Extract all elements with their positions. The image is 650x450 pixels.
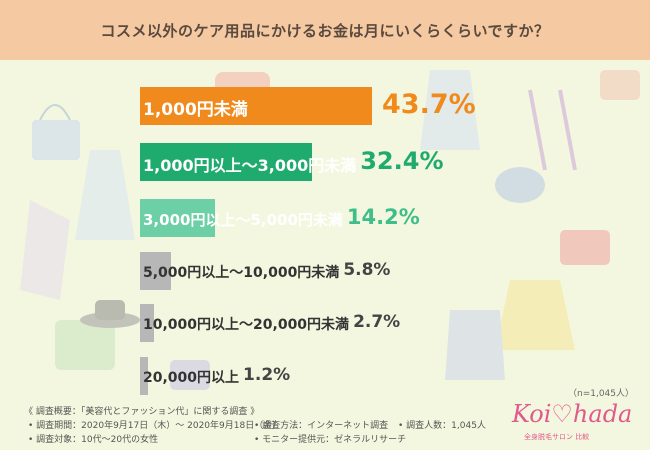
bar-6 [140, 357, 148, 395]
survey-target: • 調査対象：10代～20代の女性 [28, 435, 159, 445]
value-label-1: 43.7% [382, 89, 476, 121]
survey-provider: • モニター提供元：ゼネラルリサーチ [254, 435, 407, 445]
survey-method: • 調査方法：インターネット調査 [254, 421, 389, 431]
category-label-6: 20,000円以上 [143, 370, 240, 387]
chart-title: コスメ以外のケア用品にかけるお金は月にいくらくらいですか？ [100, 21, 550, 40]
sample-size-note: （n=1,045人） [568, 389, 635, 399]
koihada-logo: Koi♡hada 全身脱毛サロン 比較 [512, 400, 642, 446]
value-label-2: 32.4% [360, 147, 444, 176]
logo-wordmark: Koi♡hada [512, 400, 633, 428]
bar-5 [140, 304, 154, 342]
logo-subtitle: 全身脱毛サロン 比較 [524, 433, 590, 441]
bar-3 [140, 199, 215, 237]
bar-2 [140, 143, 312, 181]
survey-heading: 《 調査概要：「美容代とファッション代」に関する調査 》 [24, 407, 260, 417]
value-label-5: 2.7% [353, 312, 401, 333]
value-label-6: 1.2% [243, 365, 291, 386]
category-label-2: 1,000円以上～3,000円未満 [143, 156, 357, 176]
bar-1 [140, 87, 372, 125]
category-label-4: 5,000円以上～10,000円未満 [143, 265, 340, 282]
title-banner: コスメ以外のケア用品にかけるお金は月にいくらくらいですか？ [0, 0, 650, 60]
survey-count: • 調査人数：1,045人 [398, 421, 486, 431]
survey-period: • 調査期間：2020年9月17日（木）～ 2020年9月18日（金） [28, 421, 282, 431]
value-label-3: 14.2% [346, 204, 420, 229]
bar-4 [140, 252, 171, 290]
survey-summary: 《 調査概要：「美容代とファッション代」に関する調査 》 • 調査期間：2020… [24, 404, 494, 448]
category-label-1: 1,000円未満 [143, 100, 248, 121]
category-label-3: 3,000円以上～5,000円未満 [143, 210, 343, 229]
category-label-5: 10,000円以上～20,000円未満 [143, 317, 350, 334]
value-label-4: 5.8% [343, 260, 391, 281]
